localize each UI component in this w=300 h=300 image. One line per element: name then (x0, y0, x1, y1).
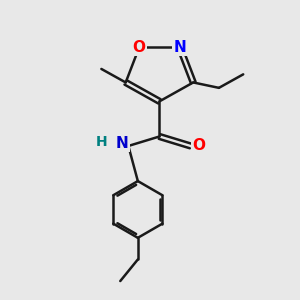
Text: N: N (173, 40, 186, 55)
Text: O: O (133, 40, 146, 55)
Text: H: H (96, 135, 107, 149)
Text: N: N (116, 136, 129, 151)
Text: O: O (192, 138, 205, 153)
